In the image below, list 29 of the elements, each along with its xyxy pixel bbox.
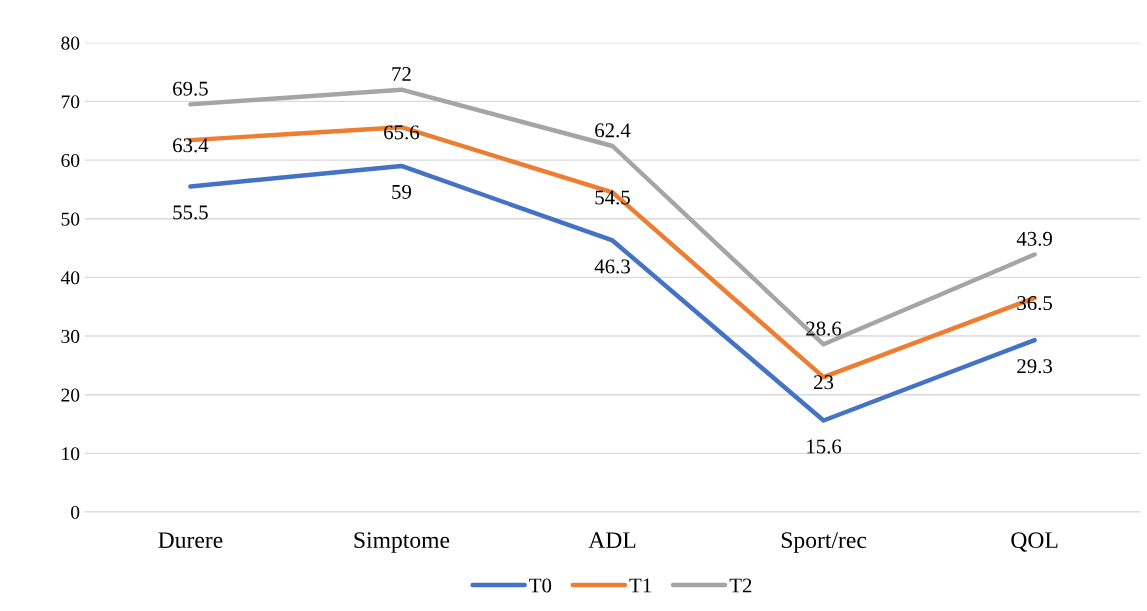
y-tick-label: 30 xyxy=(61,329,80,343)
data-label: 23 xyxy=(814,375,834,390)
x-tick-label: ADL xyxy=(588,532,636,548)
data-label: 55.5 xyxy=(173,205,208,220)
data-label: 63.4 xyxy=(173,138,209,153)
y-tick-label: 60 xyxy=(61,153,80,168)
data-label: 72 xyxy=(392,67,411,81)
data-label: 69.5 xyxy=(173,81,208,96)
y-tick-label: 70 xyxy=(61,95,80,109)
data-label: 59 xyxy=(392,184,412,199)
x-tick-label: Sport/rec xyxy=(781,532,867,553)
legend-label: T0 xyxy=(529,578,552,593)
x-tick-label: QOL xyxy=(1011,532,1058,552)
y-tick-label: 80 xyxy=(61,36,80,50)
y-tick-label: 10 xyxy=(62,447,80,461)
y-tick-label: 50 xyxy=(61,212,80,226)
data-label: 46.3 xyxy=(594,259,630,274)
data-label: 62.4 xyxy=(595,123,631,138)
legend-label: T1 xyxy=(629,578,651,593)
x-tick-label: Durere xyxy=(158,532,223,549)
y-tick-label: 0 xyxy=(71,505,80,519)
data-label: 15.6 xyxy=(807,439,842,454)
y-tick-label: 40 xyxy=(60,271,80,285)
data-label: 29.3 xyxy=(1017,359,1053,374)
y-tick-label: 20 xyxy=(61,388,80,402)
x-tick-label: Simptome xyxy=(354,532,450,553)
data-label: 43.9 xyxy=(1016,231,1052,246)
legend-label: T2 xyxy=(729,578,752,593)
data-label: 28.6 xyxy=(806,321,842,336)
